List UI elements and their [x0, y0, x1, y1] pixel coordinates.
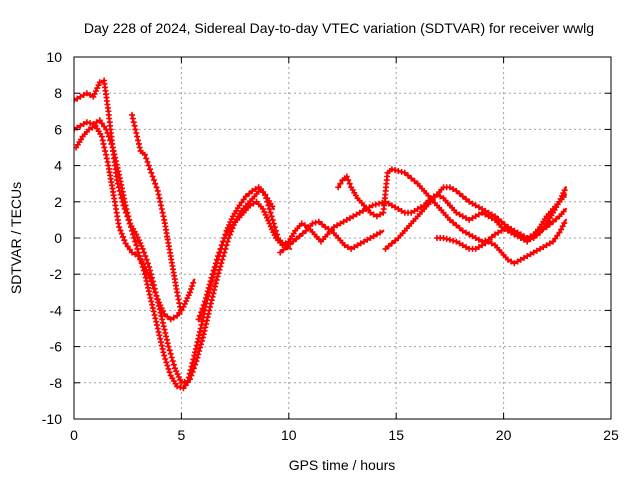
x-axis-label: GPS time / hours	[289, 457, 396, 473]
x-tick-label: 25	[603, 427, 619, 443]
y-tick-label: -10	[42, 411, 62, 427]
y-tick-label: 0	[54, 230, 62, 246]
x-tick-label: 0	[70, 427, 78, 443]
x-tick-label: 15	[388, 427, 404, 443]
y-tick-label: 10	[46, 49, 62, 65]
series-markers	[129, 111, 184, 314]
series-track-7	[382, 184, 568, 252]
x-tick-label: 10	[281, 427, 297, 443]
series-track-9	[277, 218, 385, 256]
y-tick-label: -6	[50, 339, 63, 355]
y-axis-label: SDTVAR / TECUs	[8, 182, 24, 294]
y-tick-label: -2	[50, 266, 63, 282]
series-track-2	[74, 117, 276, 392]
series-markers	[382, 184, 568, 252]
series-track-1	[74, 77, 292, 386]
chart-title: Day 228 of 2024, Sidereal Day-to-day VTE…	[84, 20, 594, 36]
y-tick-label: 8	[54, 85, 62, 101]
series-markers	[335, 166, 567, 245]
series-track-5	[195, 191, 567, 323]
series-line	[74, 119, 275, 390]
x-tick-labels: 0 5 10 15 20 25	[70, 427, 619, 443]
y-tick-label: -8	[50, 375, 63, 391]
y-tick-labels: 10 8 6 4 2 0 -2 -4 -6 -8 -10	[42, 49, 62, 427]
x-tick-label: 5	[178, 427, 186, 443]
series-markers	[74, 117, 276, 392]
x-tick-label: 20	[496, 427, 512, 443]
series-track-8	[434, 218, 568, 267]
series-markers	[277, 218, 384, 256]
series-markers	[434, 220, 568, 267]
data-series	[74, 77, 568, 392]
y-tick-label: -4	[50, 302, 63, 318]
y-tick-label: 6	[54, 121, 62, 137]
tick-marks	[73, 56, 612, 420]
series-track-4	[129, 111, 184, 316]
series-markers	[195, 191, 567, 323]
y-tick-label: 2	[54, 194, 62, 210]
y-tick-label: 4	[54, 158, 62, 174]
